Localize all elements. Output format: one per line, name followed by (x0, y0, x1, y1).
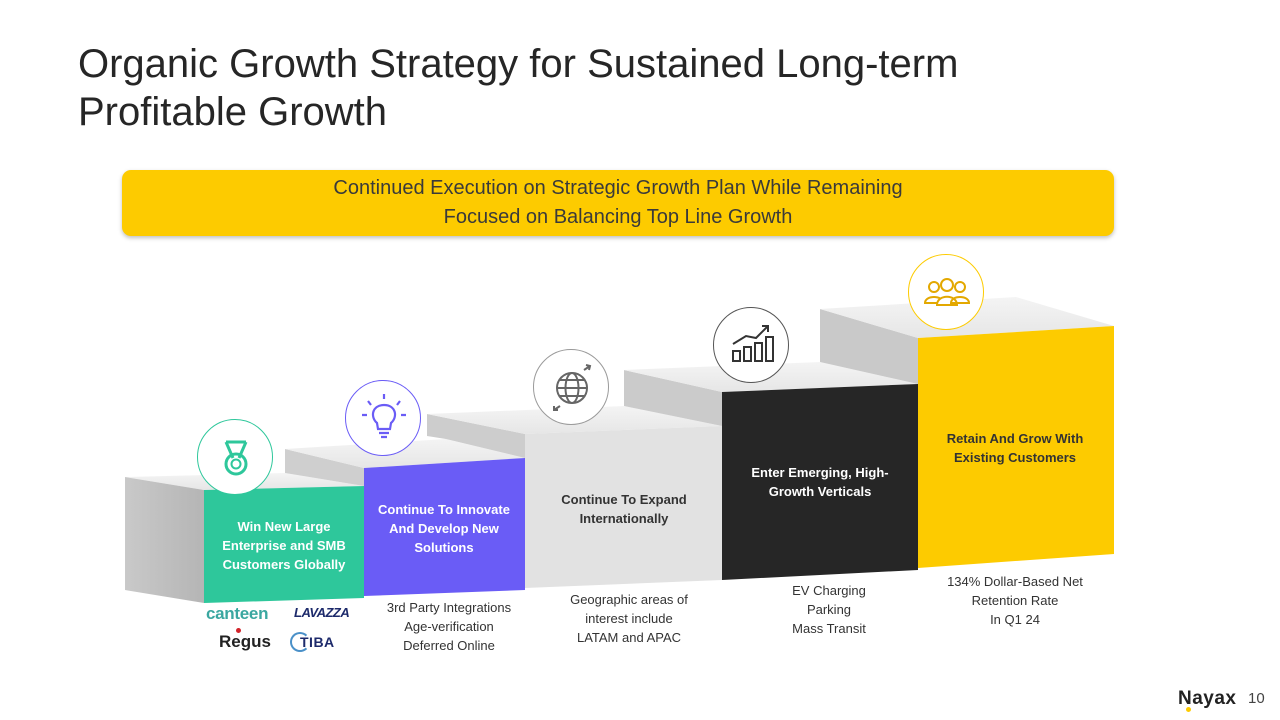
banner-line-1: Continued Execution on Strategic Growth … (333, 177, 903, 199)
step-2-top (285, 439, 525, 468)
verticals-description: EV Charging Parking Mass Transit (792, 583, 866, 636)
step-label-verticals: Enter Emerging, High-Growth Verticals (751, 465, 889, 499)
nayax-logo-dot (1186, 707, 1191, 712)
step-3-face (525, 426, 722, 588)
regus-logo: Regus (219, 632, 271, 651)
page-title: Organic Growth Strategy for Sustained Lo… (78, 40, 1128, 136)
title-line-1: Organic Growth Strategy for Sustained Lo… (78, 42, 959, 86)
step-label-win-customers: Win New Large Enterprise and SMB Custome… (222, 518, 346, 572)
tiba-logo-swoosh (290, 632, 310, 652)
step-5-riser (820, 309, 918, 384)
innovate-description: 3rd Party Integrations Age-verification … (386, 600, 512, 653)
strategy-banner: Continued Execution on Strategic Growth … (122, 170, 1114, 236)
step-1-side (125, 477, 204, 603)
globe-icon (533, 349, 609, 425)
step-1-face (204, 486, 364, 603)
step-label-innovate: Continue To Innovate And Develop New Sol… (378, 501, 510, 555)
step-label-retain: Retain And Grow With Existing Customers (946, 431, 1084, 465)
customers-icon (908, 254, 984, 330)
step-2-face (364, 458, 525, 596)
step-4-riser (624, 370, 722, 426)
step-2-riser (285, 449, 364, 486)
retain-description: 134% Dollar-Based Net Retention Rate In … (947, 574, 1083, 627)
canteen-logo: canteen (206, 604, 269, 623)
medal-icon (197, 419, 273, 495)
lightbulb-icon (345, 380, 421, 456)
regus-logo-mark (236, 628, 241, 633)
page-number: 10 (1248, 690, 1265, 707)
nayax-logo: Nayax (1178, 688, 1237, 709)
title-line-2: Profitable Growth (78, 90, 388, 134)
step-3-riser (427, 414, 525, 458)
growth-chart-icon (713, 307, 789, 383)
lavazza-logo: LAVAZZA (294, 605, 350, 620)
expand-description: Geographic areas of interest include LAT… (570, 592, 688, 645)
step-5-face (918, 326, 1114, 568)
step-label-expand: Continue To Expand Internationally (561, 492, 687, 526)
step-4-face (722, 384, 918, 580)
banner-line-2: Focused on Balancing Top Line Growth (443, 206, 793, 228)
